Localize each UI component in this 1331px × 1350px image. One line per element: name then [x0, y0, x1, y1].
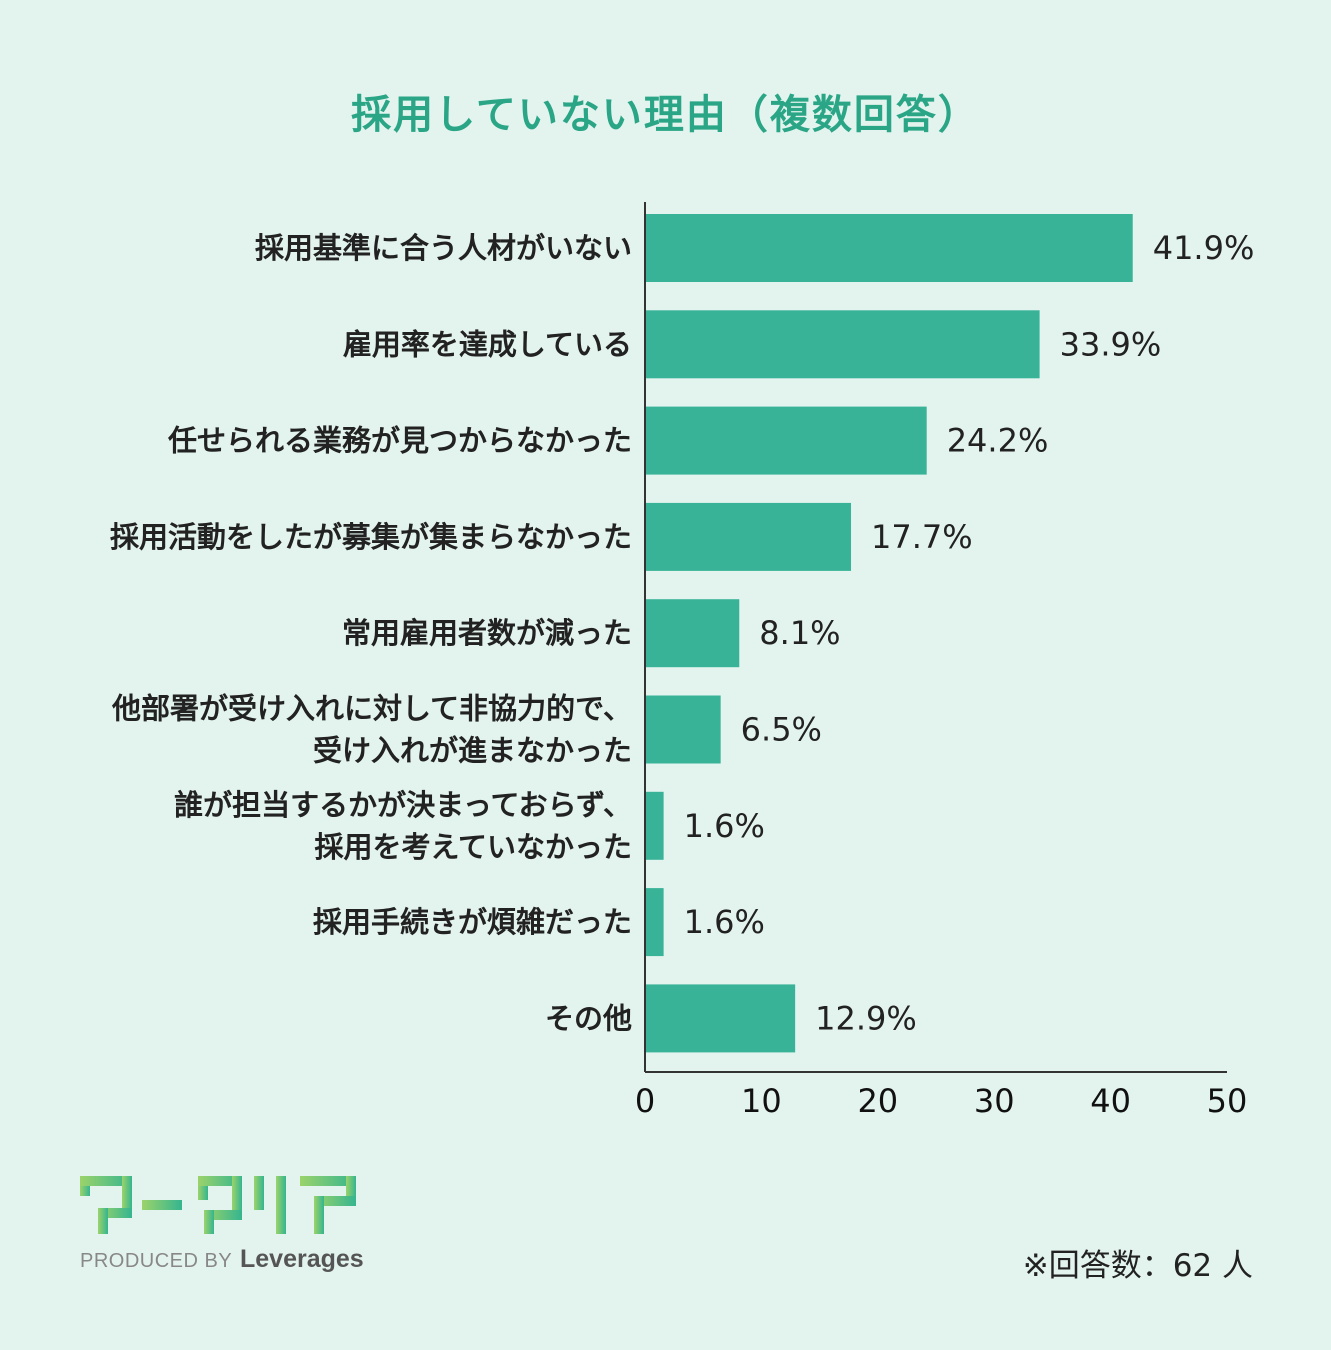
category-label: 誰が担当するかが決まっておらず、 — [174, 788, 632, 822]
respondents-note: ※回答数：62 人 — [1022, 1248, 1253, 1284]
bar — [645, 791, 664, 860]
bar-value-label: 24.2% — [947, 422, 1049, 460]
logo-produced-by: PRODUCED BY — [80, 1250, 233, 1272]
bar — [645, 888, 664, 957]
bar-value-label: 8.1% — [759, 614, 840, 652]
category-label: 受け入れが進まなかった — [313, 734, 632, 768]
x-tick-label: 20 — [857, 1082, 898, 1120]
logo — [78, 1170, 368, 1280]
bar-value-label: 1.6% — [684, 807, 765, 845]
bar-value-label: 12.9% — [815, 999, 917, 1037]
bar-value-label: 1.6% — [684, 903, 765, 941]
x-tick-label: 10 — [741, 1082, 782, 1120]
category-label: 任せられる業務が見つからなかった — [167, 424, 632, 458]
bar — [645, 214, 1133, 282]
x-tick-label: 30 — [974, 1082, 1015, 1120]
category-label: 他部署が受け入れに対して非協力的で、 — [111, 692, 632, 726]
category-label: 採用手続きが煩雑だった — [313, 905, 632, 939]
bar-chart: 41.9% 採用基準に合う人材がいない 33.9% 雇用率を達成している 24.2% 任せ… — [110, 202, 1255, 1120]
x-tick-label: 0 — [635, 1082, 655, 1120]
category-label: 採用基準に合う人材がいない — [255, 231, 632, 265]
logo-mark — [80, 1176, 356, 1234]
bar — [645, 406, 927, 475]
logo-brand: Leverages — [240, 1245, 364, 1273]
category-label: 採用活動をしたが募集が集まらなかった — [110, 520, 632, 554]
bar-value-label: 41.9% — [1153, 229, 1255, 267]
bar-value-label: 33.9% — [1060, 325, 1162, 363]
category-label: 常用雇用者数が減った — [342, 616, 632, 650]
x-tick-label: 40 — [1090, 1082, 1131, 1120]
chart-title: 採用していない理由（複数回答） — [351, 92, 980, 138]
category-label: その他 — [545, 1001, 632, 1035]
category-label: 雇用率を達成している — [343, 327, 632, 361]
category-label: 採用を考えていなかった — [314, 830, 632, 864]
x-tick-label: 50 — [1207, 1082, 1248, 1120]
bar — [645, 310, 1040, 379]
bar-value-label: 6.5% — [741, 711, 822, 749]
bar — [645, 695, 721, 764]
bar — [645, 599, 740, 668]
bar — [645, 984, 796, 1053]
bar — [645, 502, 852, 571]
bar-value-label: 17.7% — [871, 518, 973, 556]
